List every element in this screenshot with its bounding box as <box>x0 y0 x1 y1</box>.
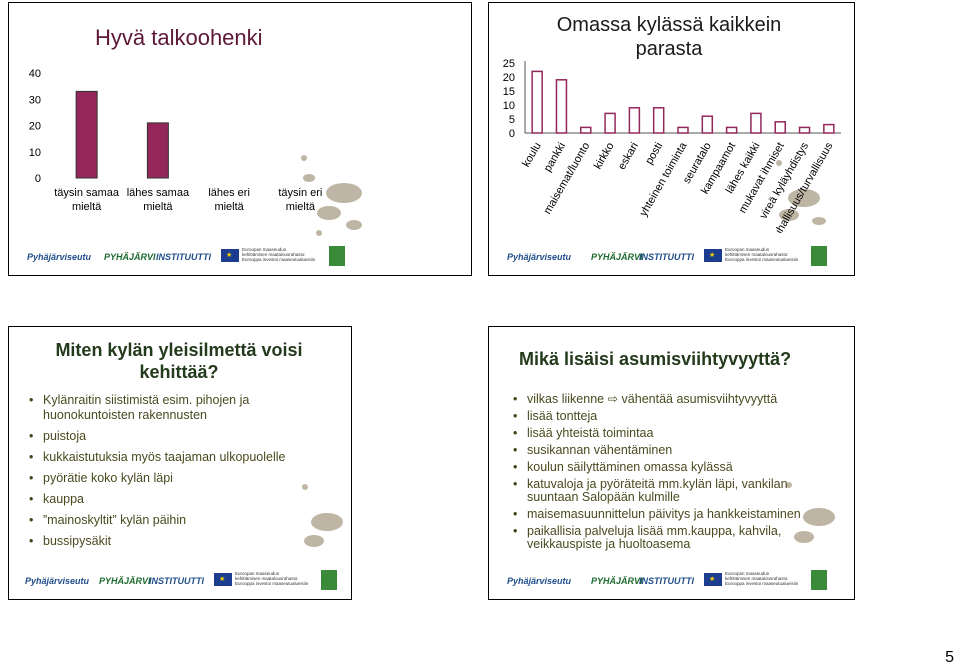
bullet-item: katuvaloja ja pyöräteitä mm.kylän läpi, … <box>513 478 833 504</box>
bar <box>146 122 169 179</box>
y-tick-label: 20 <box>503 72 515 84</box>
bar <box>75 90 98 179</box>
bullet-item: lisää tontteja <box>513 410 833 424</box>
bullet-item: koulun säilyttäminen omassa kylässä <box>513 461 833 475</box>
pyhajarviseutu-logo: Pyhäjärviseutu <box>27 252 92 262</box>
bar <box>701 115 714 134</box>
x-tick-label: mieltä <box>286 201 316 213</box>
eu-text: Euroopan maaseudun kehittämisen maatalous… <box>725 247 799 262</box>
x-tick-label: mieltä <box>143 201 173 213</box>
instituutti-logo: INSTITUUTTI <box>639 576 694 586</box>
bar <box>580 126 592 134</box>
bullet-item: paikallisia palveluja lisää mm.kauppa, k… <box>513 525 833 551</box>
eu-text: Euroopan maaseudun kehittämisen maatalous… <box>235 571 309 586</box>
leader-logo-icon <box>811 570 827 590</box>
slide4-title: Mikä lisäisi asumisviihtyvyyttä? <box>519 349 792 369</box>
y-tick-label: 20 <box>29 121 41 133</box>
y-tick-label: 30 <box>29 94 41 106</box>
x-tick-label: koulu <box>520 141 544 170</box>
slide4-bullet-list: vilkas liikenne ⇨ vähentää asumisviihtyv… <box>513 393 833 555</box>
eu-flag-icon <box>704 573 722 586</box>
x-tick-label: pankki <box>542 141 568 175</box>
x-tick-label: eskari <box>616 141 641 172</box>
bar <box>823 123 835 134</box>
eu-flag-icon <box>221 249 239 262</box>
bullet-item: lisää yhteistä toimintaa <box>513 427 833 441</box>
slide3-bullet-list: Kylänraitin siistimistä esim. pihojen ja… <box>29 393 329 555</box>
eu-flag-icon <box>214 573 232 586</box>
leader-logo-icon <box>329 246 345 266</box>
slide3-footer: Pyhäjärviseutu PYHÄJÄRVI INSTITUUTTI Eur… <box>9 563 351 599</box>
seed-decoration-icon <box>301 155 362 236</box>
y-tick-label: 15 <box>503 86 515 98</box>
bar <box>798 126 811 134</box>
leader-logo-icon <box>321 570 337 590</box>
pyhajarviseutu-logo: Pyhäjärviseutu <box>25 576 90 586</box>
chart-talkoohenki: 0 10 20 30 40 täysin samaa mieltä lähes samaa mi… <box>29 68 323 213</box>
instituutti-logo: INSTITUUTTI <box>156 252 211 262</box>
x-tick-label: mieltä <box>214 201 244 213</box>
bar <box>555 79 568 134</box>
x-tick-label: lähes eri <box>208 187 250 199</box>
x-tick-label: mieltä <box>72 201 102 213</box>
pyhajarvi-logo: PYHÄJÄRVI <box>99 576 151 586</box>
eu-flag-icon <box>704 249 722 262</box>
bullet-item: kukkaistutuksia myös taajaman ulkopuolel… <box>29 450 329 465</box>
y-tick-label: 0 <box>509 128 515 140</box>
bullet-item: pyörätie koko kylän läpi <box>29 471 329 486</box>
bullet-item: bussipysäkit <box>29 534 329 549</box>
bullet-item: kauppa <box>29 492 329 507</box>
slide2-footer: Pyhäjärviseutu PYHÄJÄRVI INSTITUUTTI Eur… <box>489 239 854 275</box>
bullet-item: Kylänraitin siistimistä esim. pihojen ja… <box>29 393 329 423</box>
bar <box>677 126 689 134</box>
instituutti-logo: INSTITUUTTI <box>639 252 694 262</box>
pyhajarvi-logo: PYHÄJÄRVI <box>591 576 643 586</box>
slide1-title: Hyvä talkoohenki <box>95 25 263 50</box>
y-tick-label: 0 <box>35 173 41 185</box>
slide-asumisviihtyvyys: Mikä lisäisi asumisviihtyvyyttä? vilkas … <box>488 326 855 600</box>
bar <box>604 112 616 134</box>
pyhajarvi-logo: PYHÄJÄRVI <box>104 252 156 262</box>
y-tick-label: 5 <box>509 114 515 126</box>
slide-omassa-kylassa: Omassa kylässä kaikkein parasta 0 5 10 15 20… <box>488 2 855 276</box>
instituutti-logo: INSTITUUTTI <box>149 576 204 586</box>
slide-yleisilme: Miten kylän yleisilmettä voisi kehittää?… <box>8 326 352 600</box>
bullet-item: ”mainoskyltit” kylän päihin <box>29 513 329 528</box>
x-tick-label: kirkko <box>592 141 617 172</box>
x-tick-label: täysin samaa <box>54 187 120 199</box>
y-tick-label: 40 <box>29 68 41 80</box>
x-tick-label: lähes samaa <box>127 187 190 199</box>
bullet-item: vilkas liikenne ⇨ vähentää asumisviihtyv… <box>513 393 833 407</box>
bar <box>750 112 762 134</box>
bullet-item: maisemasuunnittelun päivitys ja hankkeis… <box>513 508 833 522</box>
eu-text: Euroopan maaseudun kehittämisen maatalous… <box>242 247 316 262</box>
x-tick-label: maisemat/luonto <box>542 141 593 217</box>
slide-talkoohenki: Hyvä talkoohenki 0 10 20 30 40 täysin samaa mi… <box>8 2 472 276</box>
pyhajarvi-logo: PYHÄJÄRVI <box>591 252 643 262</box>
slide1-footer: Pyhäjärviseutu PYHÄJÄRVI INSTITUUTTI Eur… <box>9 239 471 275</box>
bullet-item: susikannan vähentäminen <box>513 444 833 458</box>
y-tick-label: 10 <box>503 100 515 112</box>
y-tick-label: 10 <box>29 147 41 159</box>
pyhajarviseutu-logo: Pyhäjärviseutu <box>507 576 572 586</box>
bar <box>652 107 665 134</box>
pyhajarviseutu-logo: Pyhäjärviseutu <box>507 252 572 262</box>
seed-decoration-icon <box>776 160 826 225</box>
leader-logo-icon <box>811 246 827 266</box>
slide2-title: Omassa kylässä kaikkein parasta <box>556 14 782 60</box>
x-tick-label: posti <box>643 141 665 167</box>
eu-text: Euroopan maaseudun kehittämisen maatalous… <box>725 571 799 586</box>
bar <box>774 121 786 134</box>
slide3-title: Miten kylän yleisilmettä voisi kehittää? <box>55 340 303 382</box>
bar <box>628 107 641 134</box>
slide4-footer: Pyhäjärviseutu PYHÄJÄRVI INSTITUUTTI Eur… <box>489 563 854 599</box>
page-number: 5 <box>945 649 954 666</box>
x-tick-label: täysin eri <box>278 187 322 199</box>
y-tick-label: 25 <box>503 58 515 70</box>
bullet-item: puistoja <box>29 429 329 444</box>
bar <box>531 70 543 134</box>
bar <box>725 126 738 134</box>
